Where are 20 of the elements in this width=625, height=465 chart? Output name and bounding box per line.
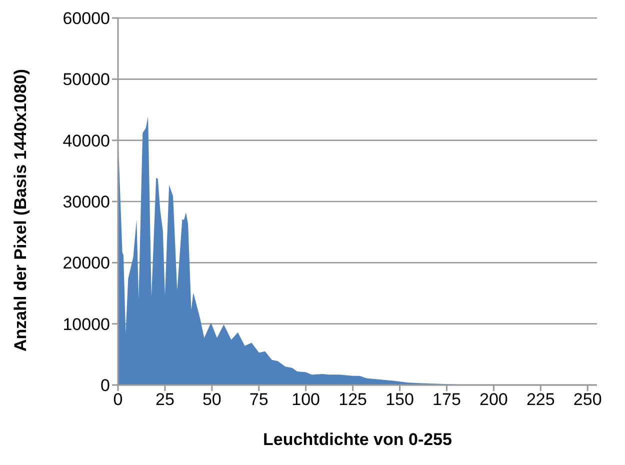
y-axis-title: Anzahl der Pixel (Basis 1440x1080) xyxy=(11,68,30,352)
y-tick-label: 40000 xyxy=(62,131,110,150)
x-tick-label: 100 xyxy=(292,390,320,410)
x-tick-label: 150 xyxy=(386,390,414,410)
x-axis-title: Leuchtdichte von 0-255 xyxy=(263,430,452,449)
y-tick-label: 50000 xyxy=(62,70,110,90)
y-tick-label: 10000 xyxy=(62,314,110,334)
x-tick-label: 200 xyxy=(480,390,508,410)
x-tick-label: 250 xyxy=(573,390,602,410)
x-tick-label: 175 xyxy=(432,390,461,410)
y-tick-label: 30000 xyxy=(62,192,110,212)
x-tick-label: 50 xyxy=(202,390,222,410)
x-tick-label: 125 xyxy=(338,390,367,410)
x-tick-label: 0 xyxy=(113,390,123,410)
x-tick-label: 225 xyxy=(526,390,555,410)
y-tick-label: 0 xyxy=(100,376,110,396)
x-tick-label: 25 xyxy=(156,390,174,410)
y-tick-label: 20000 xyxy=(62,254,110,273)
x-tick-label: 75 xyxy=(249,390,268,410)
y-tick-label: 60000 xyxy=(62,9,110,28)
